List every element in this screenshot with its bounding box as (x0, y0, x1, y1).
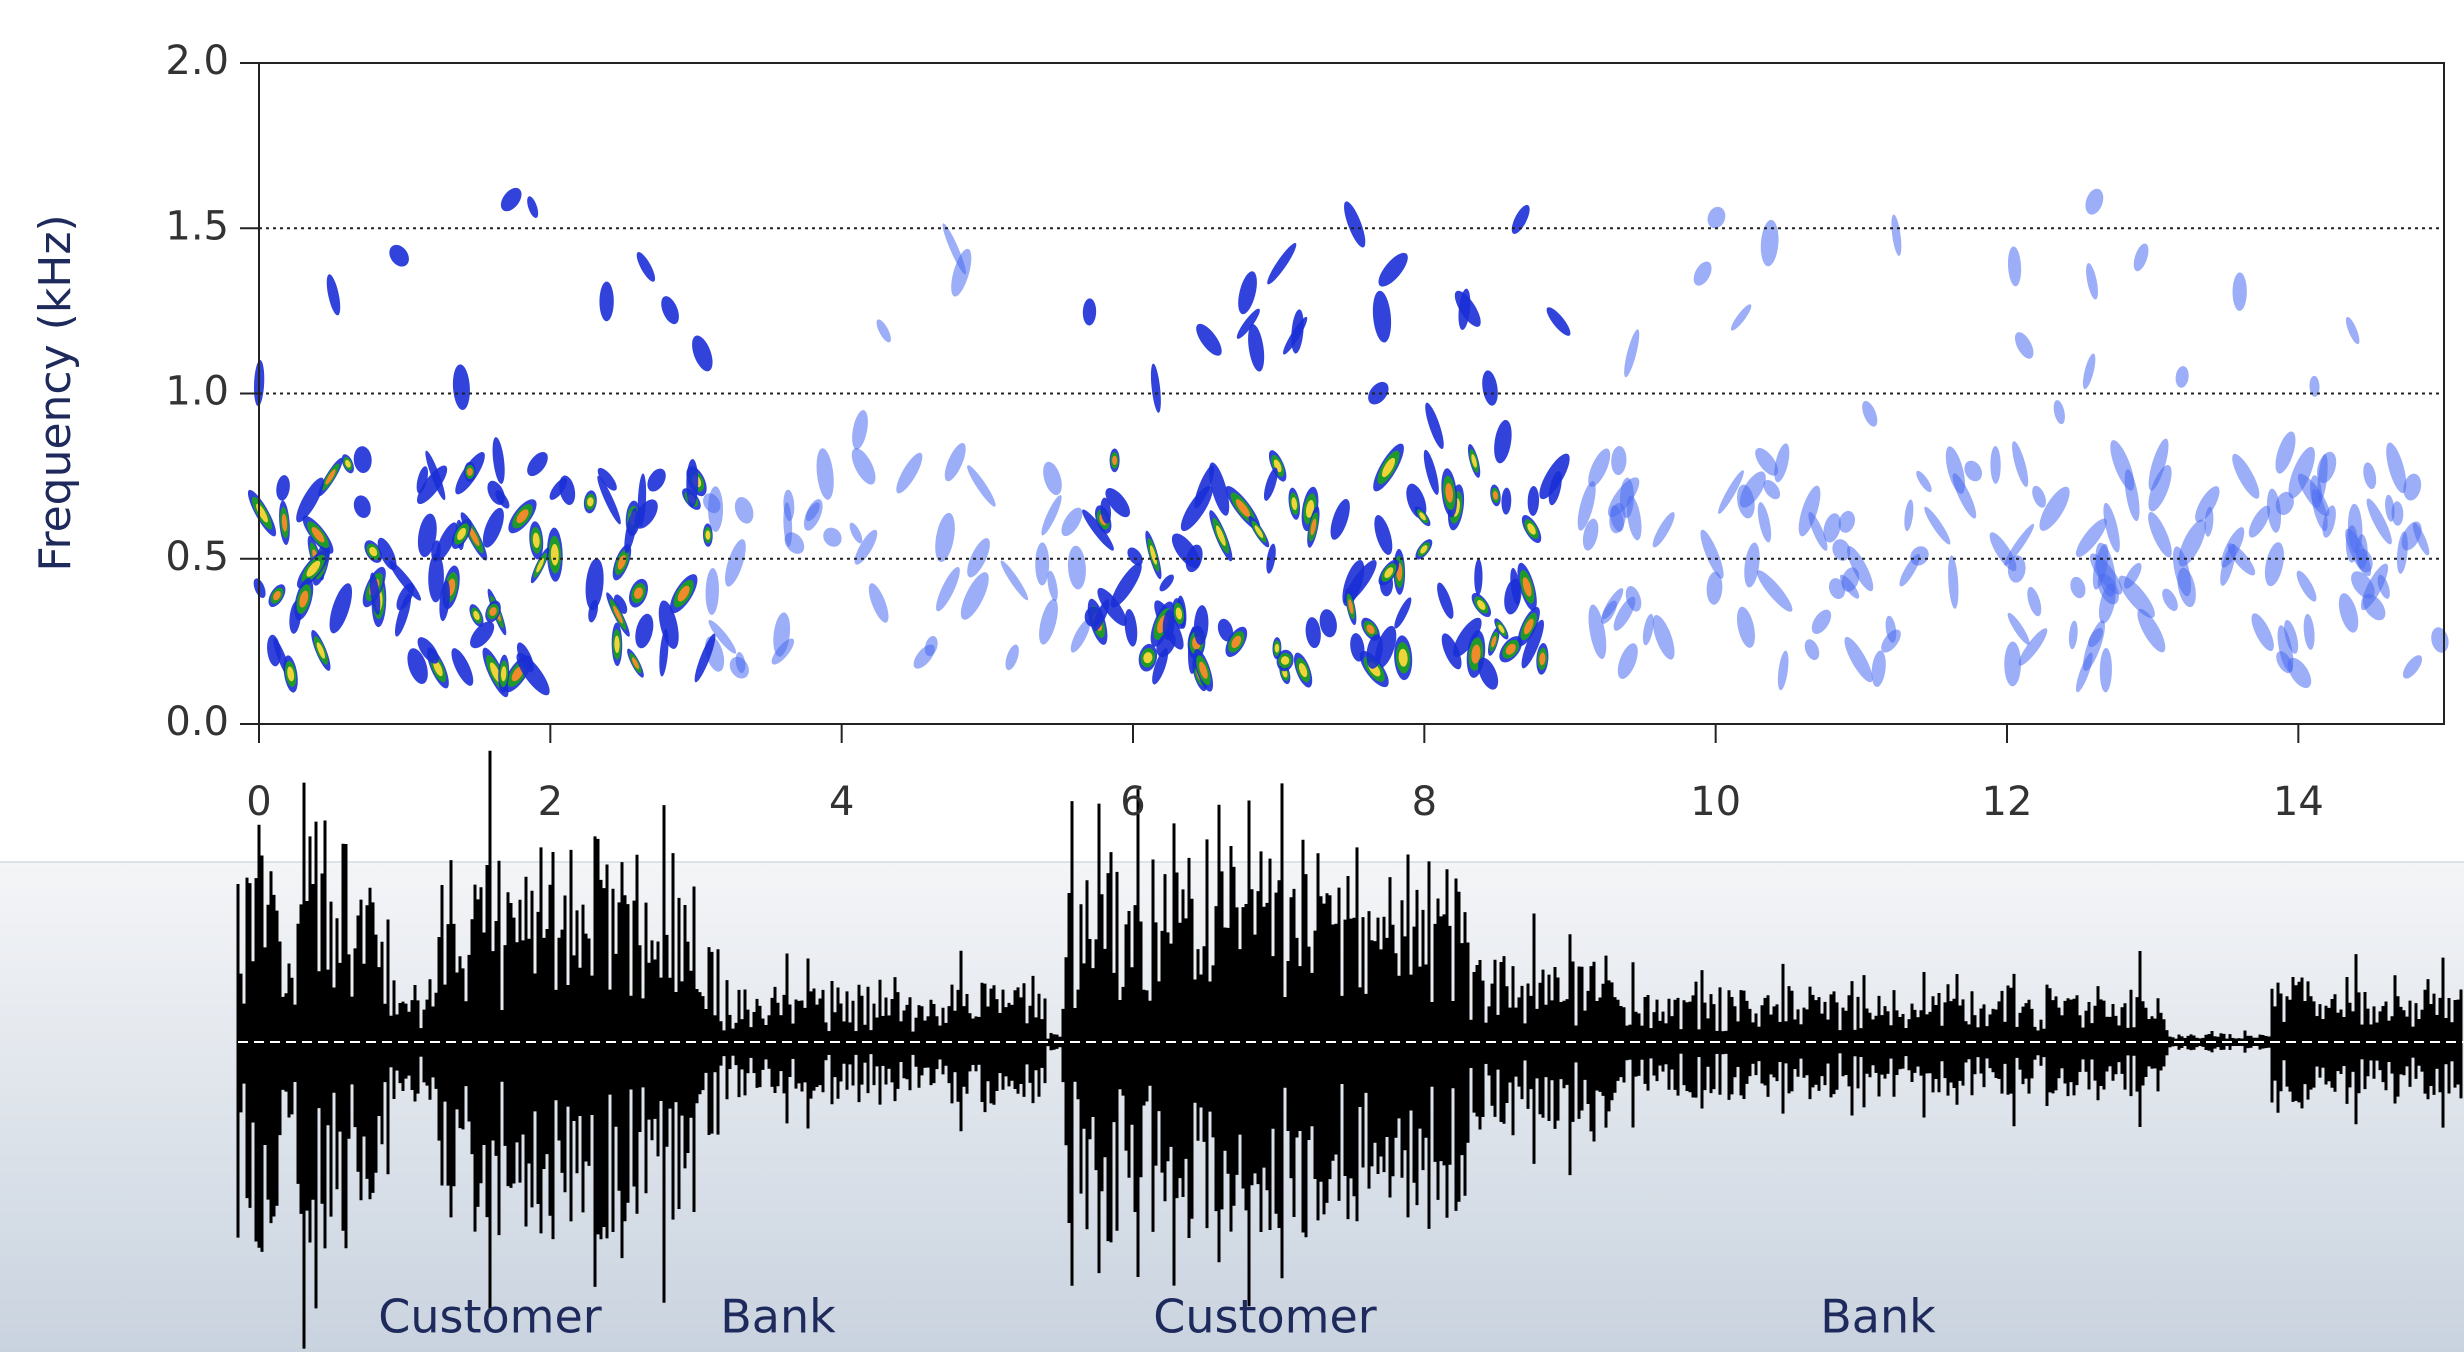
x-tick-label: 6 (1120, 779, 1145, 825)
x-tick-label: 10 (1690, 779, 1741, 825)
y-tick-label: 2.0 (165, 38, 229, 84)
page: Frequency (kHz) 0.0 0.5 1.0 1.5 2.0 0 2 4 6 8 10 12… (0, 0, 2464, 1352)
x-tick-label: 12 (1982, 779, 2033, 825)
speaker-label: Customer (1153, 1290, 1377, 1344)
x-tick-label: 4 (829, 779, 854, 825)
top-background (0, 0, 2464, 862)
y-tick-label: 1.5 (165, 203, 229, 249)
speaker-label: Bank (720, 1290, 836, 1344)
x-tick-label: 14 (2273, 779, 2324, 825)
spectro-blob (599, 281, 613, 321)
x-tick-label: 2 (538, 779, 563, 825)
y-tick-label: 0.5 (165, 534, 229, 580)
y-tick-label: 1.0 (165, 369, 229, 415)
y-axis-label: Frequency (kHz) (30, 214, 81, 571)
figure: Frequency (kHz) 0.0 0.5 1.0 1.5 2.0 0 2 4 6 8 10 12… (0, 0, 2464, 1352)
spectro-blob (1112, 456, 1117, 466)
x-tick-label: 0 (246, 779, 271, 825)
y-tick-label: 0.0 (165, 699, 229, 745)
x-tick-label: 8 (1412, 779, 1437, 825)
speaker-label: Customer (378, 1290, 602, 1344)
spectro-blob (2004, 642, 2021, 687)
speaker-label: Bank (1820, 1290, 1936, 1344)
